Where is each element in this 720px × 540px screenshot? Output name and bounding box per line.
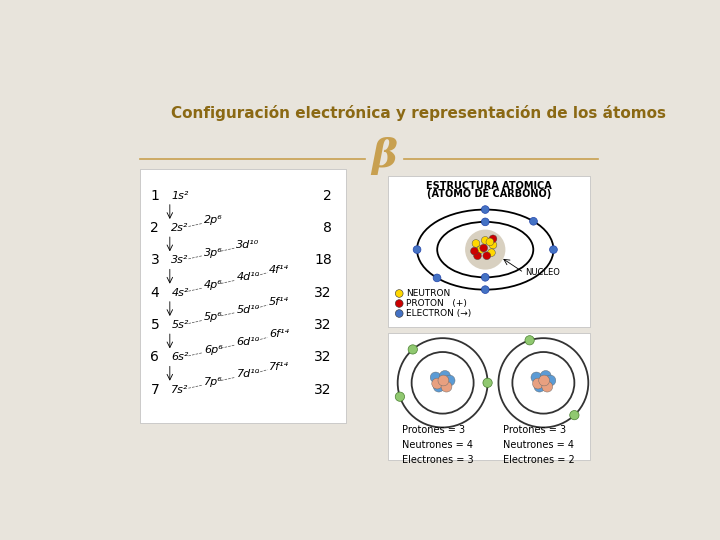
Circle shape	[549, 246, 557, 253]
Text: 4s²: 4s²	[171, 288, 189, 298]
FancyBboxPatch shape	[140, 168, 346, 423]
Text: NUCLEO: NUCLEO	[526, 268, 560, 277]
Text: 2: 2	[150, 221, 159, 235]
Circle shape	[432, 378, 443, 389]
Circle shape	[395, 392, 405, 401]
Circle shape	[444, 375, 455, 386]
Text: 1s²: 1s²	[171, 191, 189, 201]
Circle shape	[489, 235, 497, 242]
Circle shape	[525, 336, 534, 345]
Text: NEUTRON: NEUTRON	[406, 289, 451, 298]
Text: 4: 4	[150, 286, 159, 300]
Text: 5f¹⁴: 5f¹⁴	[269, 297, 289, 307]
Text: ESTRUCTURA ATOMICA: ESTRUCTURA ATOMICA	[426, 181, 552, 191]
Text: 8: 8	[323, 221, 332, 235]
FancyBboxPatch shape	[388, 177, 590, 327]
Text: 5d¹⁰: 5d¹⁰	[236, 305, 260, 315]
Circle shape	[395, 289, 403, 298]
Circle shape	[483, 378, 492, 387]
Text: 5s²: 5s²	[171, 320, 189, 330]
Text: 3d¹⁰: 3d¹⁰	[236, 240, 260, 250]
Text: 32: 32	[315, 383, 332, 397]
Text: 5: 5	[150, 318, 159, 332]
Text: ELECTRON (→): ELECTRON (→)	[406, 309, 472, 318]
Circle shape	[540, 370, 551, 381]
Text: 32: 32	[315, 350, 332, 365]
Circle shape	[483, 252, 490, 260]
Circle shape	[482, 206, 489, 213]
Circle shape	[489, 241, 497, 249]
Circle shape	[465, 230, 505, 269]
Text: 7f¹⁴: 7f¹⁴	[269, 362, 289, 372]
Circle shape	[482, 286, 489, 294]
Text: 32: 32	[315, 286, 332, 300]
Circle shape	[531, 372, 542, 383]
Text: PROTON   (+): PROTON (+)	[406, 299, 467, 308]
Text: 4p⁶: 4p⁶	[204, 280, 222, 290]
Text: 6p⁶: 6p⁶	[204, 345, 222, 355]
Circle shape	[482, 273, 489, 281]
Text: 5p⁶: 5p⁶	[204, 312, 222, 322]
Circle shape	[542, 381, 553, 392]
Circle shape	[438, 375, 449, 386]
FancyBboxPatch shape	[388, 333, 590, 460]
Circle shape	[477, 246, 485, 253]
Circle shape	[533, 378, 544, 389]
Text: 7d¹⁰: 7d¹⁰	[236, 369, 260, 379]
Circle shape	[408, 345, 418, 354]
Text: 3s²: 3s²	[171, 255, 189, 265]
Text: 1: 1	[150, 188, 159, 202]
Circle shape	[474, 252, 482, 260]
Text: (ATOMO DE CARBONO): (ATOMO DE CARBONO)	[427, 189, 552, 199]
Circle shape	[471, 247, 478, 255]
Text: Protones = 3
Neutrones = 4
Electrones = 2: Protones = 3 Neutrones = 4 Electrones = …	[503, 425, 575, 465]
Text: 6: 6	[150, 350, 159, 365]
Text: 2: 2	[323, 188, 332, 202]
Circle shape	[395, 309, 403, 318]
Text: β: β	[372, 137, 397, 176]
Circle shape	[433, 381, 444, 392]
Circle shape	[545, 375, 556, 386]
Circle shape	[480, 244, 487, 252]
Text: 7p⁶: 7p⁶	[204, 377, 222, 387]
Text: 32: 32	[315, 318, 332, 332]
Circle shape	[482, 218, 489, 226]
Text: 7s²: 7s²	[171, 384, 189, 395]
Circle shape	[472, 240, 480, 247]
Text: Configuración electrónica y representación de los átomos: Configuración electrónica y representaci…	[171, 105, 667, 120]
Circle shape	[433, 274, 441, 282]
Circle shape	[441, 381, 452, 392]
Circle shape	[487, 249, 495, 256]
Text: 6s²: 6s²	[171, 353, 189, 362]
Circle shape	[431, 372, 441, 383]
Circle shape	[530, 218, 537, 225]
Text: 6d¹⁰: 6d¹⁰	[236, 337, 260, 347]
Text: 6f¹⁴: 6f¹⁴	[269, 329, 289, 339]
Text: 18: 18	[314, 253, 332, 267]
Text: 2s²: 2s²	[171, 223, 189, 233]
Circle shape	[395, 300, 403, 307]
Text: 7: 7	[150, 383, 159, 397]
Circle shape	[570, 410, 579, 420]
Text: Protones = 3
Neutrones = 4
Electrones = 3: Protones = 3 Neutrones = 4 Electrones = …	[402, 425, 474, 465]
Text: 4f¹⁴: 4f¹⁴	[269, 265, 289, 275]
Circle shape	[534, 381, 545, 392]
Circle shape	[486, 238, 494, 246]
Text: 3: 3	[150, 253, 159, 267]
Text: 2p⁶: 2p⁶	[204, 215, 222, 225]
Text: 3p⁶: 3p⁶	[204, 248, 222, 258]
Circle shape	[439, 370, 451, 381]
Circle shape	[482, 237, 489, 244]
Text: 4d¹⁰: 4d¹⁰	[236, 272, 260, 282]
Circle shape	[413, 246, 421, 253]
Circle shape	[539, 375, 549, 386]
